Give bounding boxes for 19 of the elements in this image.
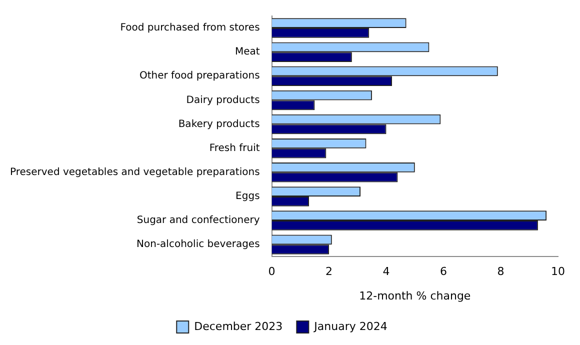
y-tick-label: Preserved vegetables and vegetable preparations — [10, 166, 260, 178]
x-tick-label: 2 — [326, 265, 333, 278]
legend-label: January 2024 — [313, 320, 388, 333]
y-tick-label: Bakery products — [178, 118, 260, 130]
y-tick-label: Meat — [234, 46, 260, 58]
y-tick-label: Fresh fruit — [209, 142, 260, 154]
x-tick-label: 10 — [551, 265, 565, 278]
y-tick-label: Food purchased from stores — [120, 22, 260, 34]
y-tick-label: Non-alcoholic beverages — [136, 239, 260, 250]
x-tick-label: 4 — [382, 265, 390, 278]
x-tick-label: 8 — [497, 265, 504, 278]
y-tick-label: Other food preparations — [139, 70, 260, 82]
x-axis-title: 12-month % change — [359, 289, 471, 302]
y-tick-label: Dairy products — [186, 94, 260, 106]
y-tick-label: Sugar and confectionery — [136, 215, 260, 226]
x-tick-label: 0 — [268, 265, 276, 278]
y-tick-label: Eggs — [236, 191, 260, 202]
legend-label: December 2023 — [194, 320, 283, 333]
x-tick-label: 6 — [440, 265, 448, 278]
